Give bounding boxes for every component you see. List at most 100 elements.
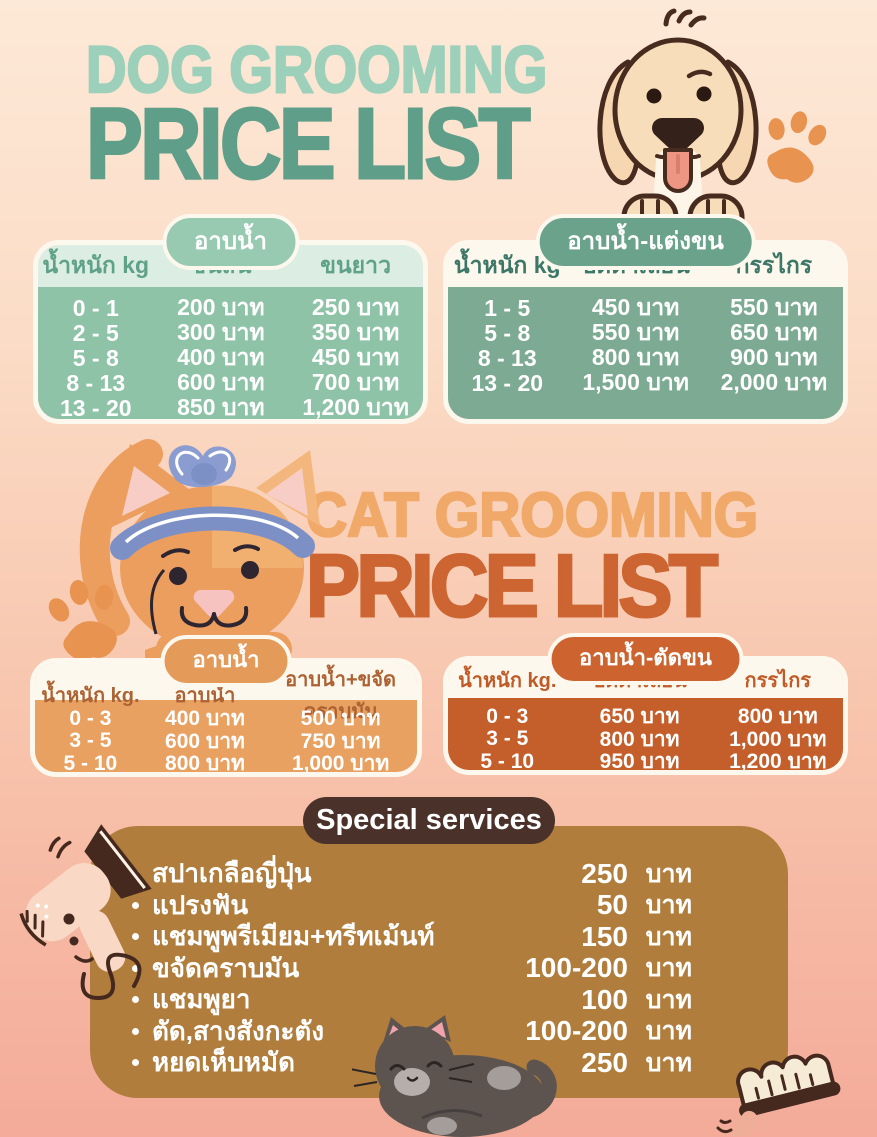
- service-label: ขจัดคราบมัน: [152, 952, 300, 983]
- weight-cell: 8 - 13: [477, 344, 537, 371]
- weight-cell: 0 - 3: [486, 704, 529, 728]
- dog-groom-tab: อาบน้ำ-แต่งขน: [535, 214, 756, 270]
- list-item: แชมพูยา 100 บาท: [132, 984, 692, 1016]
- weight-cell: 13 - 20: [471, 369, 544, 396]
- table-row: 0 - 3 400 บาท 500 บาท: [35, 702, 417, 731]
- table-body: 0 - 3 400 บาท 500 บาท 3 - 5 600 บาท 750 …: [35, 700, 417, 772]
- price-cell: 450 บาท: [591, 294, 680, 320]
- price-cell: 800 บาท: [599, 727, 680, 751]
- weight-cell: 5 - 8: [72, 344, 119, 371]
- dog-groom-table: อาบน้ำ-แต่งขน น้ำหนัก kg ปัตตาเลี่ยน กรร…: [443, 214, 848, 424]
- table-body: 0 - 3 650 บาท 800 บาท 3 - 5 800 บาท 1,00…: [448, 698, 843, 770]
- weight-cell: 3 - 5: [486, 727, 529, 750]
- column-header: น้ำหนัก kg.: [41, 685, 140, 707]
- service-price: 250: [581, 857, 628, 889]
- cat-price-list-heading: PRICE LIST: [305, 535, 720, 635]
- price-cell: 450 บาท: [311, 344, 400, 370]
- cat-cut-tab: อาบน้ำ-ตัดขน: [547, 633, 744, 685]
- bullet-icon: [132, 964, 139, 972]
- price-cell: 200 บาท: [177, 294, 265, 320]
- service-price: 100-200: [525, 1015, 628, 1047]
- cat-bath-tab: อาบน้ำ: [160, 635, 292, 687]
- price-cell: 850 บาท: [177, 394, 265, 420]
- bullet-icon: [132, 996, 139, 1004]
- service-unit: บาท: [645, 859, 692, 888]
- column-header: ขนยาว: [320, 252, 391, 278]
- service-label: หยดเห็บหมัด: [152, 1047, 295, 1078]
- price-cell: 1,000 บาท: [729, 727, 827, 751]
- price-cell: 550 บาท: [730, 294, 818, 320]
- column-header: น้ำหนัก kg.: [458, 669, 557, 692]
- list-item: ขจัดคราบมัน 100-200 บาท: [132, 952, 692, 985]
- weight-cell: 2 - 5: [72, 319, 119, 346]
- table-row: 5 - 10 950 บาท 1,200 บาท: [448, 745, 843, 771]
- price-cell: 600 บาท: [165, 729, 245, 753]
- table-row: 3 - 5 600 บาท 750 บาท: [35, 725, 417, 753]
- service-unit: บาท: [645, 954, 692, 983]
- price-cell: 600 บาท: [177, 369, 265, 395]
- price-cell: 300 บาท: [177, 319, 265, 345]
- price-cell: 550 บาท: [591, 319, 680, 345]
- price-cell: 900 บาท: [730, 344, 818, 370]
- service-unit: บาท: [645, 922, 692, 951]
- weight-cell: 0 - 3: [69, 706, 112, 730]
- service-price: 250: [581, 1046, 628, 1078]
- table-frame: น้ำหนัก kg ปัตตาเลี่ยน กรรไกร 1 - 5 450 …: [443, 240, 848, 424]
- price-cell: 650 บาท: [730, 319, 818, 345]
- tab-label: อาบน้ำ: [193, 228, 268, 255]
- table-row: 1 - 5 450 บาท 550 บาท: [448, 290, 843, 321]
- service-price: 100: [581, 983, 628, 1015]
- column-header: อาบน้ำ+ขจัดคราบมัน: [285, 669, 397, 723]
- table-header-row: น้ำหนัก kg ขนสั้น ขนยาว: [38, 245, 423, 287]
- service-price: 100-200: [525, 952, 628, 984]
- service-label: ตัด,สางสังกะตัง: [152, 1015, 325, 1046]
- dog-bath-tab: อาบน้ำ: [161, 214, 300, 270]
- service-price: 50: [596, 889, 628, 921]
- table-row: 5 - 10 800 บาท 1,000 บาท: [35, 747, 417, 773]
- service-unit: บาท: [645, 1048, 692, 1077]
- table-row: 8 - 13 800 บาท 900 บาท: [448, 340, 843, 371]
- list-item: แชมพูพรีเมียม+ทรีทเม้นท์ 150 บาท: [132, 921, 692, 953]
- list-item: สปาเกลือญี่ปุ่น 250 บาท: [132, 858, 692, 890]
- cat-cut-table: อาบน้ำ-ตัดขน น้ำหนัก kg. ปัตตาเลี่ยน กรร…: [443, 633, 848, 775]
- special-services-title: Special services: [303, 797, 555, 844]
- price-cell: 1,200 บาท: [302, 394, 409, 420]
- special-services-list: สปาเกลือญี่ปุ่น 250 บาท แปรงฟัน 50 บาท แ…: [132, 858, 692, 1079]
- bullet-icon: [132, 1059, 139, 1067]
- price-cell: 650 บาท: [599, 705, 680, 728]
- price-cell: 750 บาท: [300, 729, 381, 753]
- sleeping-cat-illustration: [352, 1015, 557, 1137]
- dog-grooming-heading: DOG GROOMING: [85, 32, 548, 106]
- brush-icon: [716, 1053, 841, 1136]
- bullet-icon: [132, 1027, 139, 1035]
- tab-label: อาบน้ำ-แต่งขน: [567, 228, 724, 255]
- cat-grooming-heading: CAT GROOMING: [305, 481, 759, 550]
- table-row: 13 - 20 850 บาท 1,200 บาท: [38, 390, 423, 419]
- price-cell: 950 บาท: [599, 750, 680, 773]
- price-cell: 400 บาท: [177, 344, 265, 370]
- price-cell: 350 บาท: [311, 319, 400, 345]
- list-item: แปรงฟัน 50 บาท: [132, 889, 692, 922]
- price-cell: 500 บาท: [300, 707, 381, 730]
- tab-label: อาบน้ำ: [192, 647, 260, 672]
- service-label: สปาเกลือญี่ปุ่น: [152, 858, 312, 889]
- price-cell: 1,500 บาท: [582, 369, 689, 395]
- list-item: หยดเห็บหมัด 250 บาท: [132, 1047, 692, 1079]
- dog-bath-table: อาบน้ำ น้ำหนัก kg ขนสั้น ขนยาว 0 - 1 200…: [33, 214, 428, 424]
- service-unit: บาท: [645, 891, 692, 920]
- price-cell: 800 บาท: [737, 705, 818, 728]
- weight-cell: 1 - 5: [484, 294, 531, 321]
- cat-bath-table: อาบน้ำ น้ำหนัก kg. อาบน้ำ อาบน้ำ+ขจัดครา…: [30, 635, 422, 777]
- table-row: 0 - 3 650 บาท 800 บาท: [448, 700, 843, 729]
- column-header: น้ำหนัก kg: [42, 252, 150, 278]
- cat-section-title: CAT GROOMING PRICE LIST: [305, 481, 760, 635]
- dog-price-list-heading: PRICE LIST: [85, 88, 532, 201]
- hair-dryer-icon: [19, 824, 152, 1001]
- weight-cell: 3 - 5: [69, 729, 112, 752]
- price-cell: 800 บาท: [165, 752, 245, 775]
- service-price: 150: [581, 920, 628, 952]
- table-frame: น้ำหนัก kg ขนสั้น ขนยาว 0 - 1 200 บาท 25…: [33, 240, 428, 424]
- dog-illustration: [597, 8, 759, 240]
- price-cell: 1,000 บาท: [291, 752, 390, 775]
